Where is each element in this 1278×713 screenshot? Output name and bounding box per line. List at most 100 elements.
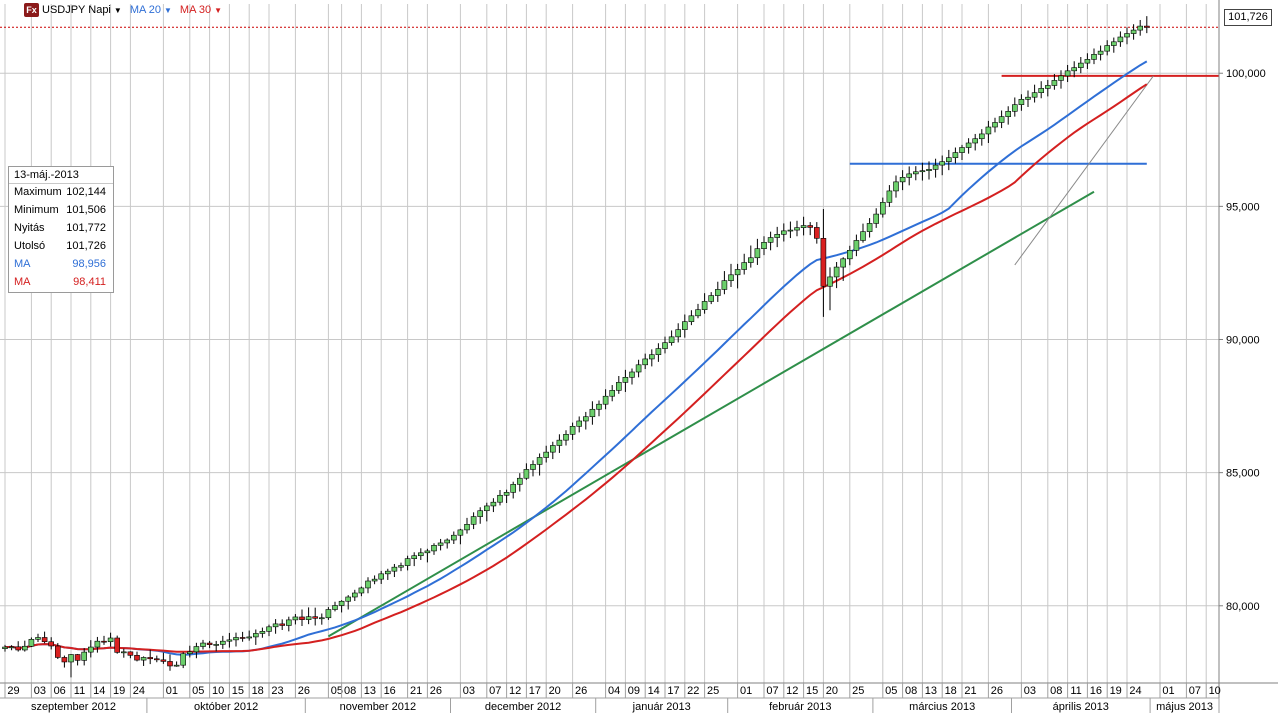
chevron-down-icon: ▼ (164, 5, 172, 15)
candle-body (206, 642, 213, 645)
candle-body (945, 157, 952, 162)
candle-body (15, 646, 21, 651)
x-tick-label: 08 (905, 685, 917, 697)
candle-body (477, 510, 484, 517)
month-label: április 2013 (1053, 701, 1109, 713)
candle-body (292, 616, 299, 621)
candle-body (820, 238, 827, 287)
candle-body (860, 231, 866, 241)
candle-body (464, 524, 470, 531)
plot-area (0, 4, 1219, 683)
info-row-max: Maximum 102,144 (9, 184, 113, 202)
x-tick-label: 01 (166, 685, 178, 697)
candle-body (134, 655, 140, 661)
candle-body (912, 171, 919, 175)
candle-body (563, 433, 569, 441)
x-tick-label: 17 (667, 685, 679, 697)
candle-body (437, 542, 444, 546)
x-tick-label: 05 (331, 685, 343, 697)
candle-body (648, 354, 655, 360)
candle-body (266, 626, 272, 632)
candle-body (873, 213, 880, 224)
candle-body (721, 280, 728, 290)
candle-body (213, 644, 219, 646)
candle-body (384, 570, 391, 575)
x-tick-label: 03 (463, 685, 475, 697)
candle-body (1025, 96, 1031, 100)
candle-body (154, 658, 160, 661)
candle-body (35, 637, 41, 640)
y-tick-label: 95,000 (1226, 201, 1260, 213)
info-value: 101,506 (66, 204, 106, 216)
x-tick-label: 15 (806, 685, 818, 697)
info-label: Utolsó (14, 240, 46, 252)
ma30-indicator[interactable]: MA 30 ▼ (180, 4, 222, 16)
candle-body (926, 169, 932, 171)
candle-body (371, 578, 378, 582)
candle-body (899, 177, 906, 183)
candle-body (140, 657, 147, 661)
candle-body (325, 609, 332, 619)
candle-body (8, 646, 15, 649)
candle-body (490, 501, 497, 507)
candle-body (853, 240, 860, 251)
candle-body (681, 321, 688, 330)
candle-body (767, 237, 774, 243)
fx-icon: Fx (24, 3, 39, 17)
candle-body (417, 552, 424, 557)
x-tick-label: 10 (212, 685, 224, 697)
x-tick-label: 05 (885, 685, 897, 697)
ma20-indicator[interactable]: MA 20 ▼ (130, 4, 172, 16)
symbol-selector[interactable]: Fx USDJPY Napi ▼ (24, 3, 122, 17)
candle-body (1078, 62, 1084, 68)
candle-body (959, 147, 965, 153)
candle-body (1084, 59, 1091, 64)
candle-body (233, 637, 239, 641)
candle-body (1124, 33, 1130, 38)
candle-body (411, 555, 418, 559)
candle-body (68, 654, 74, 663)
x-tick-label: 26 (991, 685, 1003, 697)
candle-body (1051, 80, 1058, 86)
candle-body (173, 664, 180, 667)
candle-body (28, 639, 35, 647)
x-tick-label: 08 (1050, 685, 1062, 697)
candle-body (94, 640, 101, 648)
ma20-label: MA 20 (129, 4, 161, 16)
x-tick-label: 07 (489, 685, 501, 697)
candle-body (332, 605, 338, 610)
candle-body (193, 646, 200, 653)
candle-body (1011, 104, 1018, 112)
candle-body (345, 596, 352, 602)
candle-body (285, 619, 292, 626)
x-tick-label: 29 (7, 685, 19, 697)
x-tick-label: 12 (509, 685, 521, 697)
x-tick-label: 26 (575, 685, 587, 697)
x-tick-label: 21 (964, 685, 976, 697)
candle-body (668, 336, 675, 344)
candle-body (424, 550, 431, 554)
x-tick-label: 04 (608, 685, 620, 697)
month-label: március 2013 (909, 701, 975, 713)
candle-body (866, 223, 873, 232)
x-tick-label: 17 (529, 685, 541, 697)
candle-body (1130, 29, 1137, 34)
candle-body (879, 202, 886, 215)
x-tick-label: 09 (628, 685, 640, 697)
info-label: Maximum (14, 186, 62, 198)
candle-body (596, 403, 602, 410)
candle-body (200, 642, 206, 647)
candle-body (734, 269, 741, 276)
candle-body (358, 587, 365, 594)
candle-body (952, 152, 959, 158)
candle-body (978, 133, 985, 140)
candle-body (279, 623, 286, 626)
candle-body (635, 364, 642, 373)
candle-body (1091, 54, 1097, 60)
candle-body (21, 645, 28, 651)
candle-body (886, 190, 893, 203)
candle-body (121, 651, 127, 654)
x-tick-label: 20 (826, 685, 838, 697)
